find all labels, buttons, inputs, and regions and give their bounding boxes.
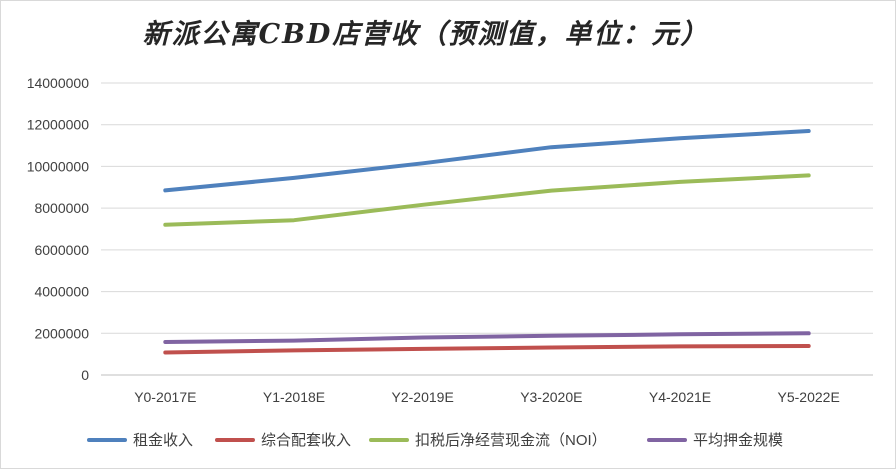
y-tick-label: 0 (81, 367, 89, 383)
x-tick-label: Y3-2020E (520, 389, 582, 405)
gridlines (101, 82, 873, 376)
legend-label: 综合配套收入 (261, 432, 351, 449)
y-tick-label: 14000000 (27, 75, 90, 91)
y-axis-tick-labels: 0 2000000 4000000 6000000 8000000 10000000 120… (27, 75, 90, 383)
legend-label: 租金收入 (133, 432, 193, 449)
x-tick-label: Y5-2022E (778, 389, 840, 405)
legend: 租金收入 综合配套收入 扣税后净经营现金流（NOI） 平均押金规模 (87, 432, 783, 449)
x-tick-label: Y2-2019E (392, 389, 454, 405)
x-tick-label: Y0-2017E (134, 389, 196, 405)
y-tick-label: 10000000 (27, 158, 90, 174)
y-tick-label: 6000000 (34, 242, 89, 258)
y-tick-label: 2000000 (34, 325, 89, 341)
y-tick-label: 8000000 (34, 200, 89, 216)
x-tick-label: Y1-2018E (263, 389, 325, 405)
series-line-1 (163, 129, 811, 193)
legend-label: 扣税后净经营现金流（NOI） (415, 432, 607, 449)
y-tick-label: 12000000 (27, 117, 90, 133)
legend-label: 平均押金规模 (693, 432, 783, 449)
x-tick-label: Y4-2021E (649, 389, 711, 405)
series-line-4 (163, 331, 811, 344)
series-line-2 (163, 344, 811, 355)
series-line-3 (163, 173, 811, 227)
x-axis-tick-labels: Y0-2017E Y1-2018E Y2-2019E Y3-2020E Y4-2021E… (134, 389, 840, 405)
chart-title: 新派公寓CBD店营收（预测值，单位：元） (143, 19, 710, 50)
series-lines (163, 129, 811, 355)
y-tick-label: 4000000 (34, 284, 89, 300)
